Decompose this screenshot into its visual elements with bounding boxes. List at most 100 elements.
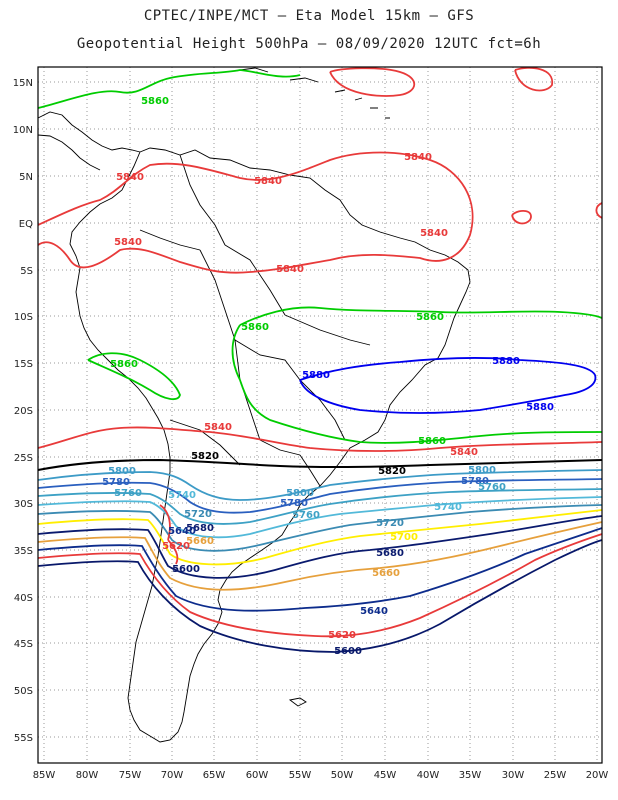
longitude-label: 60W [246,770,269,781]
latitude-label: 35S [14,546,33,557]
longitude-label: 35W [459,770,482,781]
contour-5740 [37,496,603,539]
contour-label: 5680 [186,523,214,534]
contour-label: 5860 [141,96,169,107]
latitude-label: 5N [19,172,33,183]
latitude-label: 40S [14,593,33,604]
latitude-label: 15S [14,359,33,370]
longitude-label: 25W [544,770,567,781]
contour-label: 5800 [468,465,496,476]
contour-label: 5740 [434,502,462,513]
contour-label: 5760 [292,510,320,521]
latitude-label: 25S [14,453,33,464]
contour-label: 5860 [416,312,444,323]
contour-5600 [37,539,603,653]
contour-label: 5880 [492,356,520,367]
contour-5840-edge [595,202,603,219]
coastline-layer [37,67,471,743]
contour-label: 5860 [418,436,446,447]
longitude-label: 85W [33,770,56,781]
longitude-label: 75W [119,770,142,781]
contour-label: 5760 [114,488,142,499]
contour-label: 5860 [241,322,269,333]
contour-label: 5840 [450,447,478,458]
graticule [38,67,602,763]
latitude-label: 10S [14,312,33,323]
contour-5840-tropical [37,151,474,274]
contour-label: 5840 [420,228,448,239]
contour-label: 5840 [114,237,142,248]
contour-5860-south [231,306,603,444]
contour-label: 5780 [102,477,130,488]
map-frame [37,66,603,764]
contour-label: 5780 [280,498,308,509]
contour-label: 5840 [276,264,304,275]
contour-label: 5800 [286,488,314,499]
contour-label: 5660 [372,568,400,579]
contour-label: 5620 [162,541,190,552]
contour-layer [37,66,603,653]
latitude-label: EQ [19,219,33,230]
contour-label: 5880 [526,402,554,413]
latitude-label: 10N [13,125,33,136]
longitude-label: 65W [203,770,226,781]
latitude-label: 55S [14,733,33,744]
longitude-label: 55W [289,770,312,781]
contour-label: 5800 [108,466,136,477]
contour-label: 5840 [254,176,282,187]
longitude-labels: 85W 80W 75W 70W 65W 60W 55W 50W 45W 40W 35W 30W 25W 2… [33,770,609,781]
contour-label: 5880 [302,370,330,381]
latitude-label: 45S [14,639,33,650]
contour-label: 5740 [168,490,196,501]
longitude-label: 20W [586,770,609,781]
contour-5660 [37,521,603,591]
contour-label: 5680 [376,548,404,559]
contour-5800 [37,469,603,501]
contour-label: 5860 [110,359,138,370]
contour-5620 [37,533,603,638]
contour-5840-north-a [329,67,416,97]
central-america-outline [37,111,141,171]
contour-5700 [37,509,603,566]
contour-label: 5700 [390,532,418,543]
latitude-label: 15N [13,78,33,89]
latitude-label: 20S [14,406,33,417]
longitude-label: 40W [417,770,440,781]
latitude-label: 50S [14,686,33,697]
contour-label: 5640 [360,606,388,617]
contour-label: 5820 [191,451,219,462]
contour-label: 5820 [378,466,406,477]
contour-label: 5620 [328,630,356,641]
contour-label: 5660 [186,536,214,547]
contour-label: 5760 [478,482,506,493]
contour-5840-subtropical [37,426,603,452]
contour-label: 5840 [116,172,144,183]
contour-5780 [37,478,603,514]
contour-label: 5780 [461,476,489,487]
contour-5880 [299,356,597,414]
caribbean-islands [239,67,390,119]
contour-5860-coast [159,504,179,565]
contour-label: 5600 [172,564,200,575]
contour-5840-east-patch [511,209,532,225]
contour-label: 5720 [184,509,212,520]
contour-5840-north-b [514,66,553,92]
contour-label: 5640 [168,526,196,537]
map-title-line-2: Geopotential Height 500hPa – 08/09/2020 … [76,36,542,52]
longitude-label: 80W [76,770,99,781]
longitude-label: 70W [161,770,184,781]
contour-label: 5720 [376,518,404,529]
contour-label: 5840 [404,152,432,163]
longitude-label: 45W [374,770,397,781]
latitude-labels: 15N 10N 5N EQ 5S 10S 15S 20S 25S 30S 35S 40S 45S 50S 5… [13,78,33,744]
contour-5860-north [37,69,301,109]
longitude-label: 30W [502,770,525,781]
contour-label: 5600 [334,646,362,657]
contour-5680 [37,515,603,579]
contour-5860-southwest [87,352,181,401]
latitude-label: 5S [20,266,33,277]
map-title-line-1: CPTEC/INPE/MCT – Eta Model 15km – GFS [143,8,475,24]
falkland-islands [288,697,307,707]
contour-labels: 5860 5840 5840 5840 5840 5840 5840 5860 5860 5860… [102,96,554,657]
